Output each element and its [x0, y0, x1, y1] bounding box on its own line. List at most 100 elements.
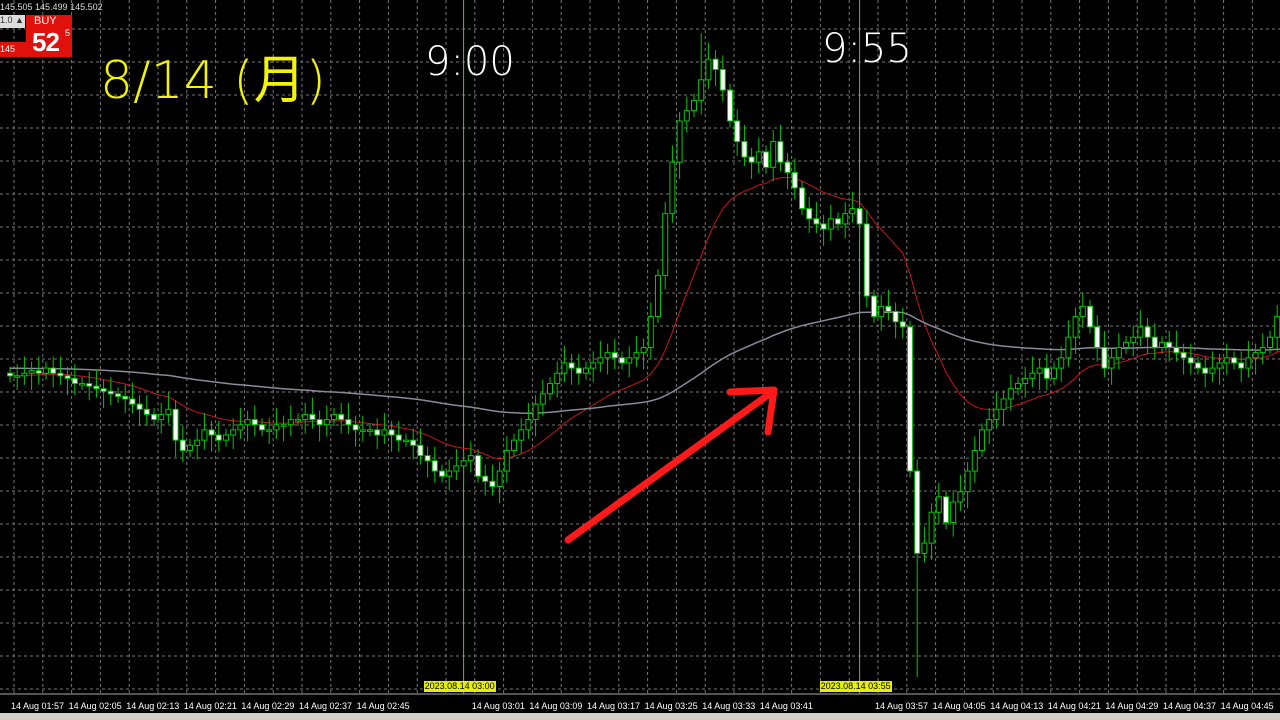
time-annotation-9-00: 9:00: [425, 39, 515, 85]
candle: [655, 268, 661, 324]
candle: [532, 395, 539, 437]
candle-body: [14, 375, 21, 378]
candle: [86, 371, 93, 401]
candle: [107, 377, 114, 406]
candle: [993, 392, 1000, 429]
candle-body: [676, 120, 683, 163]
candle-body: [1238, 362, 1245, 369]
candle: [734, 109, 741, 156]
candle: [273, 407, 280, 439]
time-axis-label: 14 Aug 02:21: [183, 701, 237, 711]
candle-body: [647, 316, 654, 349]
candle-body: [1029, 372, 1036, 379]
candle-body: [986, 419, 993, 431]
candle: [741, 124, 748, 167]
candle-body: [626, 357, 633, 364]
candle-body: [172, 408, 179, 441]
candle-body: [388, 429, 395, 436]
candle-body: [633, 352, 640, 359]
candle: [259, 418, 265, 437]
candle-body: [1231, 357, 1237, 364]
candle: [1101, 330, 1108, 378]
candle-body: [611, 352, 618, 359]
candle-body: [820, 223, 827, 230]
candle-body: [993, 408, 1000, 421]
candle: [316, 410, 323, 442]
candle-body: [1209, 367, 1216, 374]
candle: [899, 307, 906, 339]
lot-value: 1.0: [0, 15, 13, 25]
candle: [1130, 325, 1137, 357]
candle: [626, 346, 633, 378]
time-axis-label: 14 Aug 03:25: [644, 701, 698, 711]
candle: [878, 294, 885, 331]
candle-body: [1015, 383, 1021, 390]
candle-body: [734, 120, 741, 143]
candle-body: [201, 429, 208, 441]
candle-body: [1065, 336, 1072, 359]
candle-body: [223, 434, 229, 441]
candle-body: [475, 455, 481, 477]
candle: [799, 181, 805, 215]
candle: [151, 407, 157, 427]
candle: [1051, 361, 1057, 385]
candle: [115, 387, 121, 403]
candle-body: [359, 429, 366, 432]
candle: [14, 364, 21, 390]
candle: [287, 405, 294, 437]
candle: [1187, 343, 1194, 375]
candle: [525, 402, 532, 439]
candle-body: [316, 419, 323, 426]
candle-body: [79, 383, 85, 386]
candle: [230, 418, 237, 450]
candle-body: [863, 223, 870, 297]
quote-bar: 145.505 145.499 145.502: [0, 2, 103, 12]
candle: [1151, 323, 1158, 360]
candle: [1159, 335, 1165, 354]
candle: [575, 353, 582, 385]
candle: [1195, 356, 1201, 375]
candle-body: [791, 171, 798, 189]
candle-body: [813, 218, 820, 225]
candle-body: [698, 79, 705, 101]
candle-body: [439, 470, 445, 477]
candle-body: [1216, 362, 1223, 369]
candle-body: [1267, 336, 1273, 349]
candle-body: [755, 151, 762, 163]
candle-body: [331, 413, 337, 421]
candle-body: [871, 295, 877, 318]
buy-button[interactable]: BUY 52 5: [26, 15, 72, 57]
candle-body: [511, 439, 517, 451]
lot-size-field[interactable]: 1.0 ▲: [0, 15, 25, 28]
candle: [179, 426, 186, 463]
candle-body: [1043, 367, 1050, 379]
candle: [921, 526, 928, 563]
candle-body: [763, 151, 769, 168]
candle-body: [151, 413, 157, 421]
candle: [1079, 292, 1086, 329]
candle-body: [1115, 347, 1122, 359]
candle-body: [467, 455, 474, 462]
candle-body: [799, 187, 805, 210]
candle: [511, 433, 517, 457]
candle-body: [532, 403, 539, 421]
candle: [1223, 343, 1230, 375]
candle-body: [431, 460, 438, 472]
candle: [935, 482, 942, 524]
candle: [820, 214, 827, 246]
candle: [1202, 356, 1209, 388]
candle-body: [907, 326, 913, 472]
candle-body: [568, 362, 575, 369]
candle-body: [1000, 398, 1007, 410]
candle-body: [129, 398, 136, 405]
candle: [187, 438, 193, 457]
candle: [683, 96, 690, 133]
candle-body: [1051, 367, 1057, 379]
candle: [367, 423, 373, 437]
candle: [172, 400, 179, 457]
horizontal-scrollbar[interactable]: [0, 713, 1280, 720]
candle: [35, 356, 42, 385]
candle-body: [417, 444, 424, 457]
red-arrow-icon: [564, 386, 778, 544]
